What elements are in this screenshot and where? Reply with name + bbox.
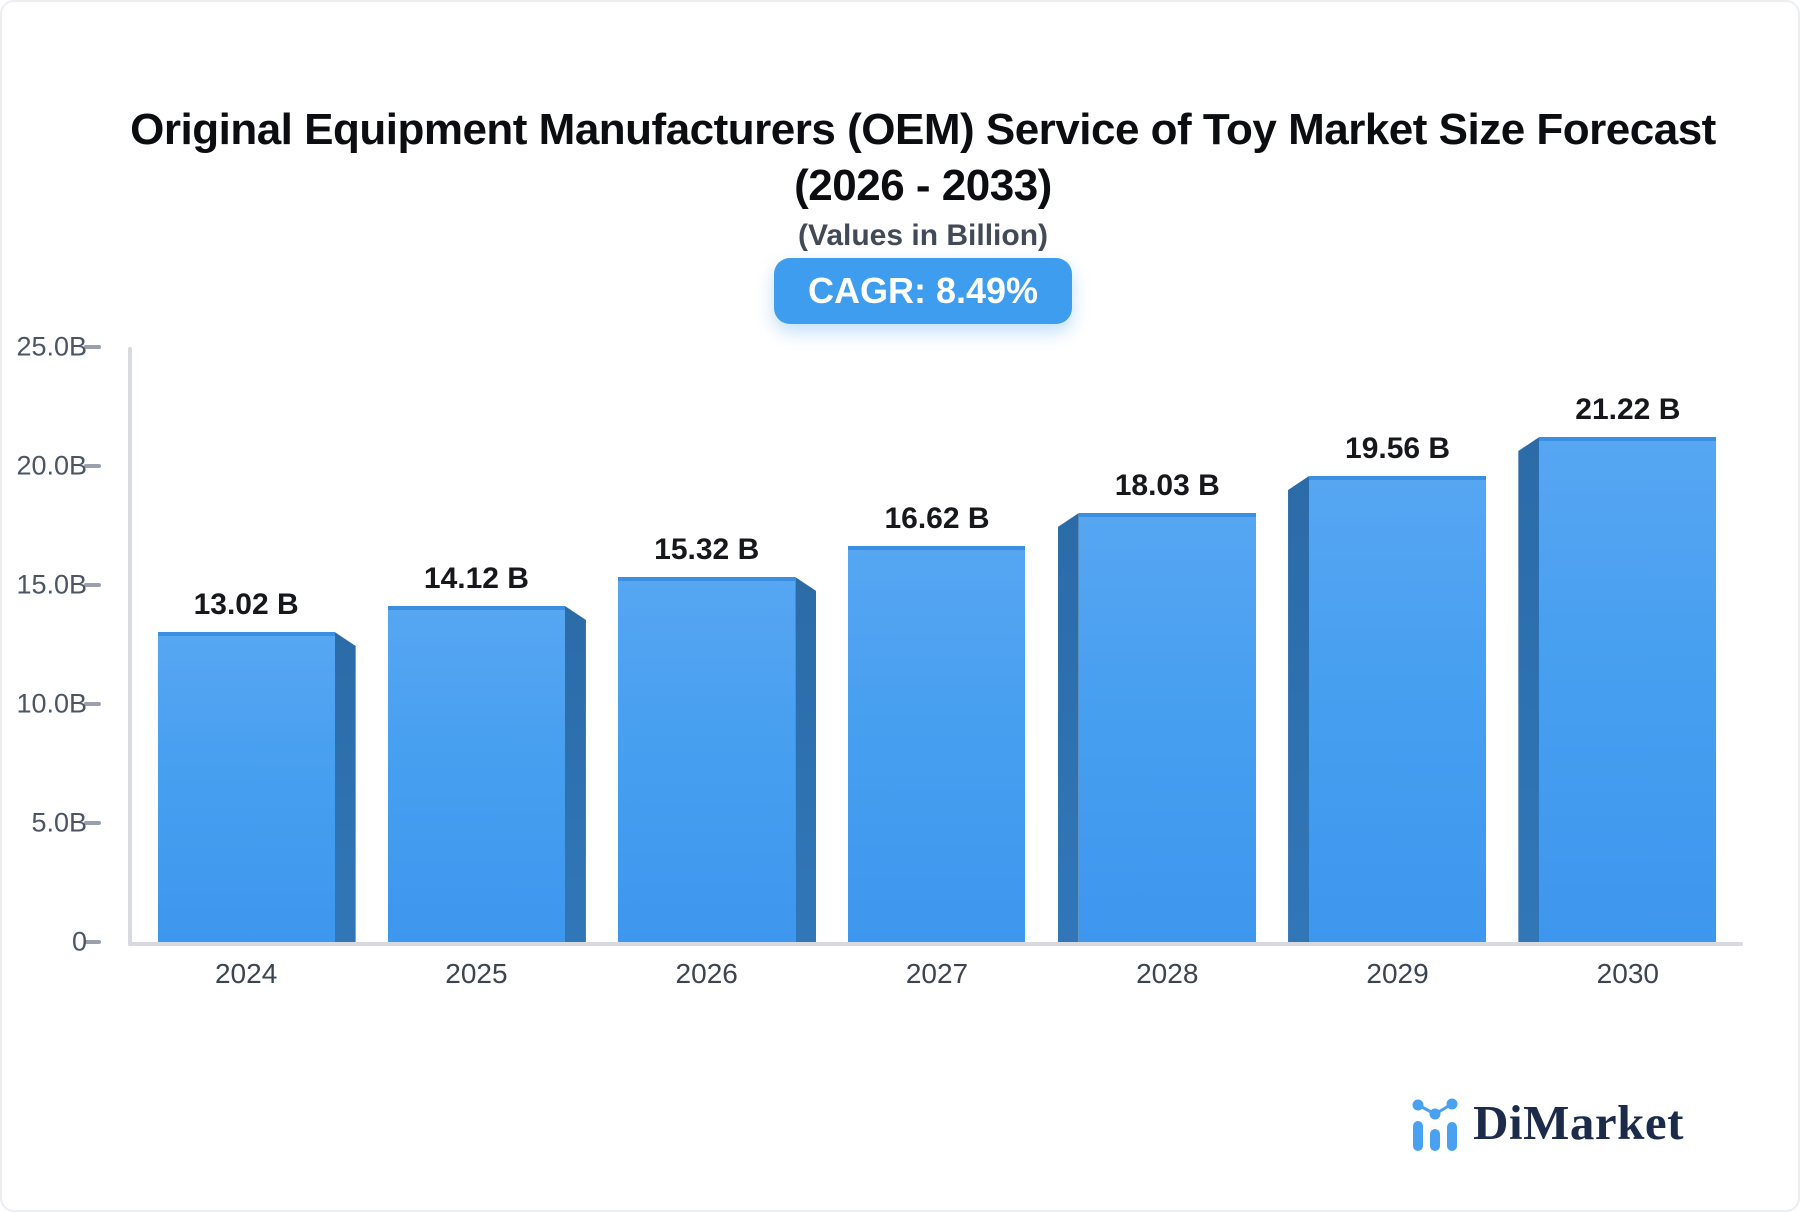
bar-slot-2027: 16.62 B 2027 (822, 347, 1052, 989)
bar-face-2024 (157, 632, 335, 942)
y-axis-line (128, 347, 132, 946)
bar-2024: 13.02 B (157, 588, 356, 942)
cagr-badge: CAGR: 8.49% (773, 258, 1073, 324)
bar-3d-side-2026 (795, 577, 817, 942)
chart-header: Original Equipment Manufacturers (OEM) S… (46, 102, 1800, 324)
y-tick-mark (84, 464, 101, 468)
bar-face-2029 (1309, 476, 1487, 942)
bar-slot-2028: 18.03 B 2028 (1052, 347, 1282, 989)
y-tick-mark (84, 583, 101, 587)
x-axis-label-2029: 2029 (1366, 958, 1429, 989)
bar-3d-side-2024 (334, 632, 356, 942)
bar-3d-side-2029 (1288, 476, 1310, 942)
logo-text: DiMarket (1473, 1095, 1684, 1150)
plot-area: 0 5.0B 10.0B 15.0B 20.0B 25.0B 13.02 B 2024 14.… (16, 332, 1743, 989)
bar-value-label-2027: 16.62 B (884, 502, 990, 535)
y-tick-label: 20.0B (16, 450, 87, 481)
y-tick-mark (84, 345, 101, 349)
x-axis-label-2027: 2027 (905, 958, 969, 989)
bar-3d-side-2028 (1057, 513, 1079, 942)
bar-2028: 18.03 B (1057, 469, 1256, 942)
y-tick-label: 25.0B (16, 331, 87, 362)
bar-2025: 14.12 B (387, 562, 586, 942)
bar-value-label-2025: 14.12 B (423, 562, 529, 595)
bar-face-2025 (387, 606, 565, 942)
bar-3d-side-2030 (1518, 437, 1540, 942)
y-tick-label: 5.0B (31, 807, 87, 838)
y-tick-mark (84, 940, 101, 944)
y-tick-label: 15.0B (16, 569, 87, 600)
y-tick-mark (84, 821, 101, 825)
x-axis-baseline (128, 942, 1743, 946)
chart-title-line2: (2026 - 2033) (794, 161, 1052, 210)
bar-slot-2030: 21.22 B 2030 (1513, 347, 1743, 989)
bar-value-label-2030: 21.22 B (1575, 393, 1681, 426)
x-axis-label-2026: 2026 (675, 958, 738, 989)
bar-face-2027 (848, 546, 1026, 942)
y-tick-label: 0 (71, 926, 87, 957)
bar-slot-2029: 19.56 B 2029 (1282, 347, 1512, 989)
x-axis-label-2028: 2028 (1136, 958, 1199, 989)
bar-series: 13.02 B 2024 14.12 B 2025 15.32 B 2026 16.62 B… (131, 347, 1743, 989)
bar-slot-2025: 14.12 B 2025 (361, 347, 591, 989)
y-tick-label: 10.0B (16, 688, 87, 719)
logo-chart-icon (1412, 1098, 1458, 1151)
chart-subtitle: (Values in Billion) (797, 219, 1049, 252)
bar-face-2026 (618, 577, 796, 942)
bar-3d-side-2025 (564, 606, 586, 942)
dimarket-logo: DiMarket (1410, 1094, 1684, 1151)
bar-2027: 16.62 B (848, 502, 1026, 942)
x-axis-label-2024: 2024 (214, 958, 278, 989)
bar-2030: 21.22 B (1518, 393, 1717, 942)
x-axis-label-2025: 2025 (445, 958, 508, 989)
bar-face-2030 (1539, 437, 1717, 942)
bar-2026: 15.32 B (618, 533, 817, 942)
y-tick-mark (84, 702, 101, 706)
bar-value-label-2026: 15.32 B (654, 533, 760, 566)
bar-value-label-2028: 18.03 B (1114, 469, 1220, 502)
bar-face-2028 (1078, 513, 1256, 942)
bar-slot-2026: 15.32 B 2026 (592, 347, 822, 989)
bar-value-label-2024: 13.02 B (193, 588, 299, 621)
bar-slot-2024: 13.02 B 2024 (131, 347, 361, 989)
chart-title-line1: Original Equipment Manufacturers (OEM) S… (130, 105, 1716, 154)
x-axis-label-2030: 2030 (1596, 958, 1659, 989)
bar-2029: 19.56 B (1288, 432, 1487, 942)
bar-value-label-2029: 19.56 B (1345, 432, 1451, 465)
